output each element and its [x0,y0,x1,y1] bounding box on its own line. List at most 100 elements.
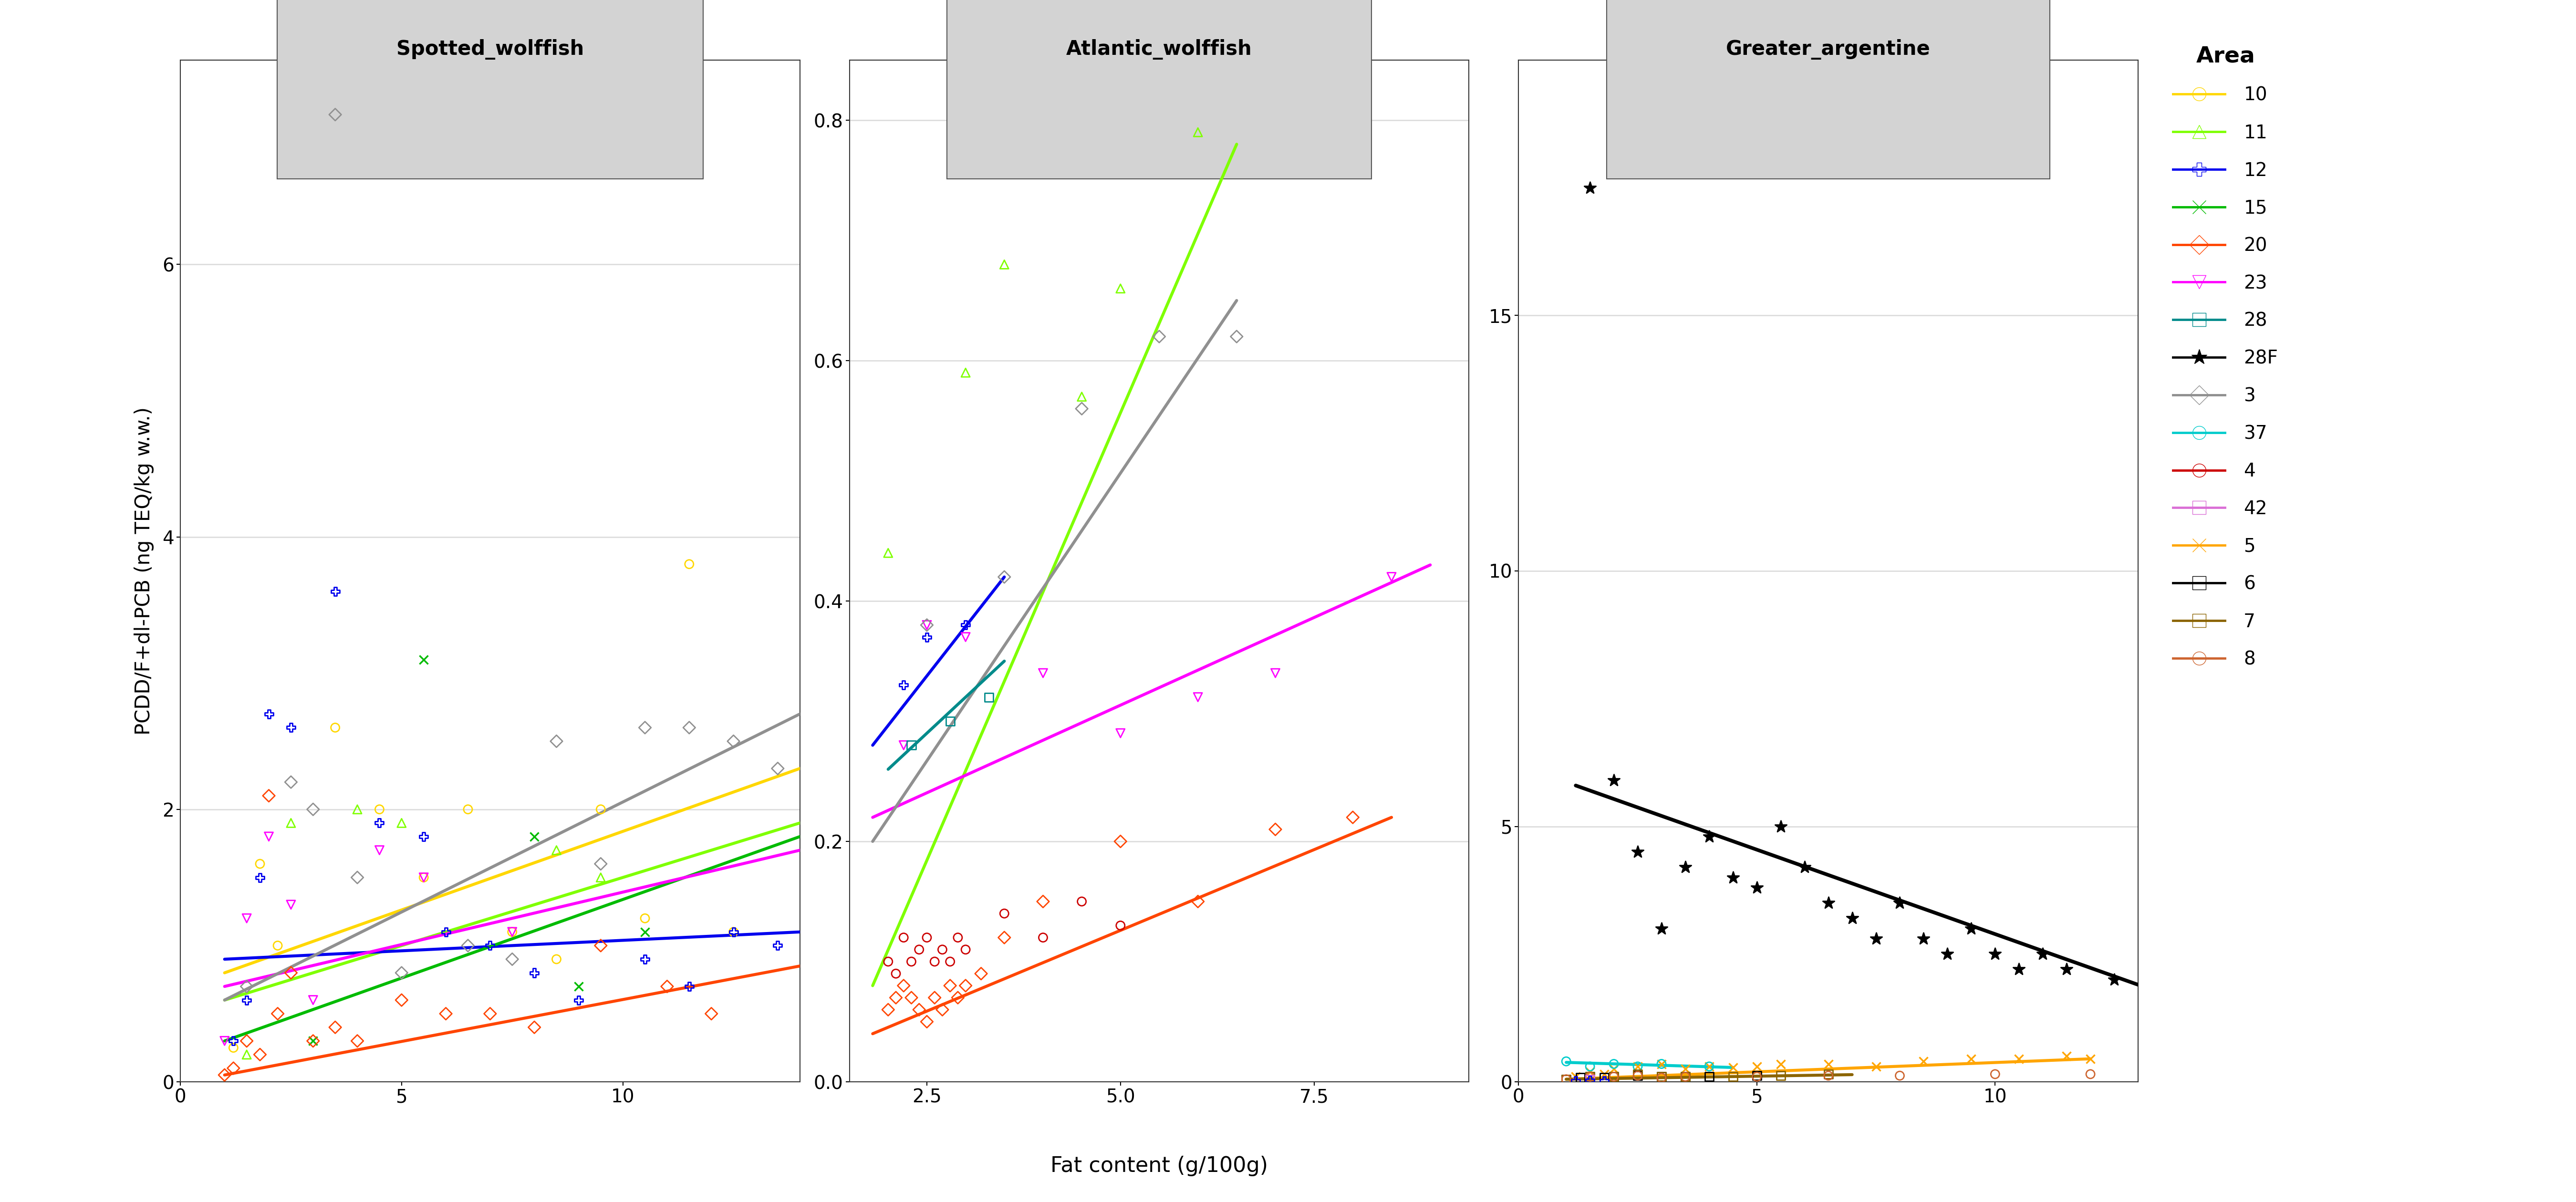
Point [1713,1067,1754,1087]
Point [1664,1059,1705,1078]
Point [1546,1070,1587,1089]
Point [536,732,577,751]
Point [1023,892,1064,911]
Point [240,868,281,887]
Point [314,718,355,737]
Point [1736,1057,1777,1076]
Point [580,868,621,887]
Point [1950,918,1991,938]
Point [938,988,979,1007]
Point [1618,1057,1659,1076]
Point [1546,1070,1587,1089]
Text: Fat content (g/100g): Fat content (g/100g) [1051,1155,1267,1177]
Point [891,988,933,1007]
Point [670,718,711,737]
Point [969,688,1010,707]
Point [402,827,443,846]
Point [1061,892,1103,911]
Point [381,990,422,1010]
Title: Atlantic_wolffish: Atlantic_wolffish [1066,38,1252,60]
Point [1878,893,1919,912]
Point [930,952,971,971]
Point [1713,868,1754,887]
Point [1618,1057,1659,1076]
Point [1569,1071,1610,1090]
Point [1687,1057,1728,1076]
Point [984,567,1025,587]
Point [1592,1054,1633,1073]
Point [227,990,268,1010]
Point [907,615,948,635]
Point [1713,1058,1754,1077]
Point [1177,892,1218,911]
Point [1569,1067,1610,1087]
Point [1584,1065,1625,1084]
Point [1023,664,1064,683]
Point [690,1004,732,1023]
Point [270,895,312,915]
Point [884,976,925,995]
Point [1664,1067,1705,1087]
Point [580,855,621,874]
Point [1641,1054,1682,1073]
Point [270,773,312,792]
Point [1569,1067,1610,1087]
Point [1927,945,1968,964]
Point [402,650,443,670]
Point [580,936,621,956]
Point [337,799,379,819]
Point [402,868,443,887]
Point [2045,1047,2087,1066]
Point [337,868,379,887]
Point [899,940,940,959]
Point [1759,817,1801,837]
Point [1177,123,1218,142]
Point [492,922,533,941]
Point [1100,916,1141,935]
Point [1736,1066,1777,1085]
Point [448,936,489,956]
Point [1687,827,1728,846]
Point [1783,858,1824,877]
Point [884,736,925,755]
Point [945,627,987,647]
Point [227,909,268,928]
Point [513,1018,554,1037]
Point [1061,399,1103,418]
Point [559,977,600,996]
Title: Greater_argentine: Greater_argentine [1726,38,1929,60]
Point [2069,1049,2110,1069]
Point [2094,970,2136,989]
Point [294,799,335,819]
Point [1100,832,1141,851]
Point [1664,858,1705,877]
Point [1023,928,1064,947]
Point [2022,945,2063,964]
Point [270,963,312,982]
Point [1216,327,1257,346]
Point [945,940,987,959]
Point [1904,929,1945,948]
Point [1687,1057,1728,1076]
Point [294,1031,335,1051]
Point [876,964,917,983]
Point [240,1045,281,1064]
Point [1855,1057,1896,1076]
Point [258,936,299,956]
Point [270,718,312,737]
Point [945,615,987,635]
Point [1569,1067,1610,1087]
Point [1999,1049,2040,1069]
Point [930,712,971,731]
Point [1332,808,1373,827]
Point [930,976,971,995]
Point [714,922,755,941]
Point [984,928,1025,947]
Point [1832,909,1873,928]
Point [1999,959,2040,978]
Point [1546,1052,1587,1071]
Point [1808,893,1850,912]
Point [945,976,987,995]
Point [1808,1054,1850,1073]
Point [1687,1067,1728,1087]
